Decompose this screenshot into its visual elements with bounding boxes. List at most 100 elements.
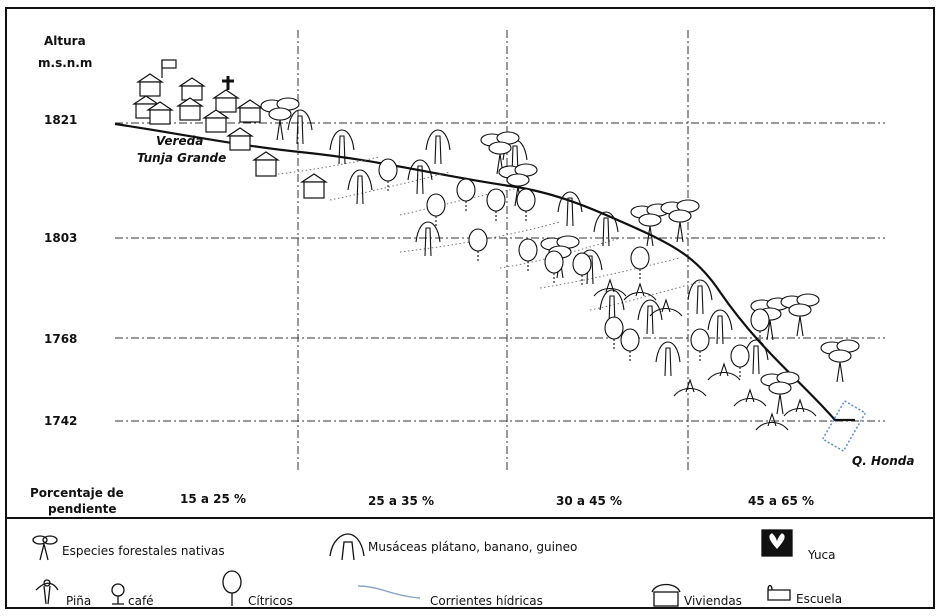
musaceae-plant-icon [599, 289, 625, 325]
musaceae-plant-icon [287, 109, 313, 145]
stream-6 [539, 257, 681, 289]
tick-1821: 1821 [44, 113, 78, 127]
yuca-icon [761, 529, 793, 557]
native-tree-plant-icon [760, 371, 800, 415]
pina-plant-icon [755, 412, 789, 431]
musaceae-plant-icon [593, 211, 619, 247]
vereda-label-line2: Tunja Grande [137, 151, 227, 165]
native-tree-plant-icon [660, 199, 700, 243]
axis-title-line1: Altura [44, 34, 86, 48]
musaceae-icon [329, 533, 365, 561]
native-tree-plant-icon [260, 97, 300, 141]
house-icon [178, 77, 206, 101]
house-icon [226, 127, 254, 151]
vertical-grid [297, 30, 689, 470]
house-icon [136, 73, 164, 97]
citrus-plant-icon [620, 328, 640, 362]
school-icon [767, 584, 791, 601]
tick-1742: 1742 [44, 414, 78, 428]
house-icon [146, 101, 174, 125]
pina-plant-icon [649, 298, 683, 317]
river-box [821, 399, 867, 453]
legend-label-citricos: Cítricos [248, 594, 293, 608]
house-icon [202, 109, 230, 133]
legend-label-native-trees: Especies forestales nativas [62, 544, 225, 558]
pina-plant-icon [623, 282, 657, 301]
vereda-label-line1: Vereda [156, 134, 204, 148]
house-icon [252, 151, 280, 177]
native-tree-plant-icon [480, 131, 520, 175]
village-houses [132, 59, 328, 199]
musaceae-plant-icon [347, 169, 373, 205]
legend-label-pina: Piña [66, 594, 92, 608]
legend-icons [32, 529, 793, 607]
stream-2 [329, 171, 451, 201]
pina-plant-icon [707, 362, 741, 381]
citrus-plant-icon [544, 250, 564, 284]
axis-title-line2: m.s.n.m [38, 56, 93, 70]
house-icon [300, 173, 328, 199]
citrus-plant-icon [456, 178, 476, 212]
musaceae-plant-icon [655, 341, 681, 377]
musaceae-plant-icon [637, 299, 663, 335]
legend-label-houses: Viviendas [684, 594, 742, 608]
musaceae-plant-icon [407, 159, 433, 195]
crop-plants [260, 97, 860, 431]
stream-7 [589, 281, 701, 311]
citrus-plant-icon [730, 344, 750, 378]
citrus-plant-icon [572, 252, 592, 286]
citrus-plant-icon [378, 158, 398, 192]
house-icon [176, 97, 204, 121]
slope-range-2: 25 a 35 % [368, 494, 435, 508]
pina-plant-icon [783, 398, 817, 417]
citrus-plant-icon [750, 308, 770, 342]
stream-3 [399, 187, 521, 216]
citrus-plant-icon [426, 193, 446, 227]
musaceae-plant-icon [415, 221, 441, 257]
slope-range-3: 30 a 45 % [556, 494, 623, 508]
legend-label-musaceae: Musáceas plátano, banano, guineo [368, 540, 578, 554]
citrus-plant-icon [630, 246, 650, 280]
house-icon [236, 99, 264, 123]
native-tree-plant-icon [780, 293, 820, 337]
pina-plant-icon [733, 388, 767, 407]
outer-frame [5, 7, 935, 609]
native-tree-plant-icon [630, 203, 670, 247]
house-icon [212, 89, 240, 113]
terrain-profile-line [114, 122, 855, 422]
citrus-plant-icon [516, 188, 536, 222]
citrus-plant-icon [690, 328, 710, 362]
citrus-plant-icon [486, 188, 506, 222]
slope-label-line2: pendiente [48, 502, 117, 516]
tick-1803: 1803 [44, 231, 78, 245]
legend-label-cafe: café [128, 594, 154, 608]
musaceae-plant-icon [425, 129, 451, 165]
musaceae-plant-icon [687, 279, 713, 315]
native-tree-plant-icon [498, 163, 538, 207]
citrus-plant-icon [518, 238, 538, 272]
musaceae-plant-icon [329, 129, 355, 165]
native-tree-plant-icon [820, 339, 860, 383]
citrus-plant-icon [468, 228, 488, 262]
river-label: Q. Honda [852, 454, 915, 468]
pina-icon [35, 579, 59, 605]
cafe-icon [111, 583, 125, 605]
flag-icon [161, 59, 177, 69]
musaceae-plant-icon [557, 191, 583, 227]
slope-range-1: 15 a 25 % [180, 492, 247, 506]
legend-label-school: Escuela [796, 592, 843, 606]
slope-label-line1: Porcentaje de [30, 486, 124, 500]
legend-label-yuca: Yuca [808, 548, 836, 562]
musaceae-plant-icon [707, 309, 733, 345]
citricos-icon [222, 570, 242, 606]
pina-plant-icon [593, 278, 627, 297]
slope-range-4: 45 a 65 % [748, 494, 815, 508]
tick-1768: 1768 [44, 332, 78, 346]
water-stream-icon [357, 585, 421, 599]
legend-label-water: Corrientes hídricas [430, 594, 543, 608]
native-tree-icon [32, 535, 58, 561]
citrus-plant-icon [604, 316, 624, 350]
pina-plant-icon [673, 378, 707, 397]
house-icon [651, 583, 681, 607]
